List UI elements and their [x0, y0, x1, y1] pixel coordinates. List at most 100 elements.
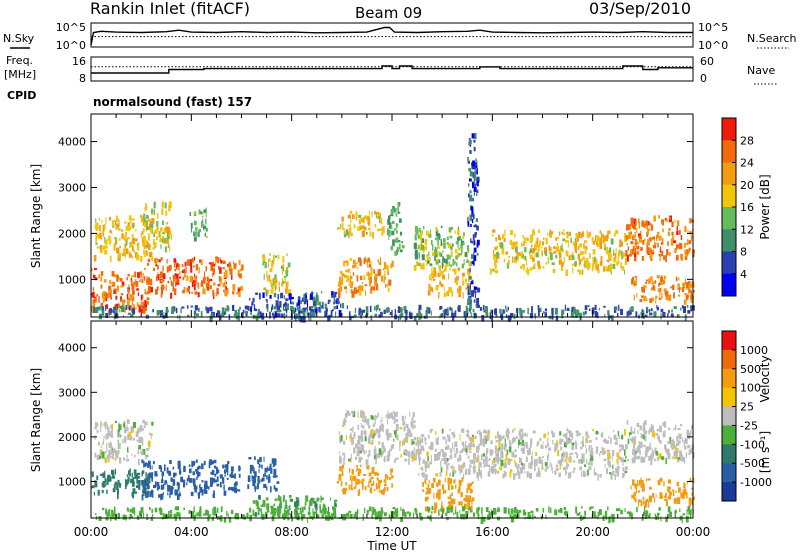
heatmap-cell [671, 445, 674, 451]
heatmap-cell [341, 216, 344, 222]
heatmap-cell [418, 512, 422, 517]
heatmap-cell [163, 228, 166, 234]
heatmap-cell [472, 197, 474, 202]
heatmap-cell [476, 455, 479, 463]
heatmap-cell [321, 513, 325, 518]
heatmap-cell [111, 510, 114, 516]
heatmap-cell [525, 456, 528, 463]
heatmap-cell [367, 215, 370, 220]
heatmap-cell [346, 260, 349, 266]
heatmap-cell [677, 283, 680, 287]
heatmap-cell [365, 459, 369, 466]
heatmap-cell [213, 491, 215, 494]
heatmap-cell [413, 315, 417, 321]
heatmap-cell [149, 219, 151, 223]
heatmap-cell [212, 273, 215, 276]
heatmap-cell [648, 237, 652, 242]
heatmap-cell [301, 308, 304, 312]
heatmap-cell [119, 237, 121, 241]
heatmap-cell [444, 308, 448, 312]
heatmap-cell [203, 486, 206, 494]
heatmap-cell [528, 513, 530, 517]
heatmap-cell [457, 458, 459, 462]
heatmap-cell [603, 305, 606, 308]
heatmap-cell [375, 415, 378, 419]
heatmap-cell [603, 458, 607, 461]
heatmap-cell [601, 234, 605, 238]
heatmap-cell [113, 288, 115, 291]
heatmap-cell [528, 251, 531, 255]
heatmap-cell [259, 292, 261, 300]
heatmap-cell [238, 314, 240, 322]
heatmap-cell [632, 245, 635, 248]
heatmap-cell [318, 306, 322, 313]
heatmap-cell [114, 506, 116, 513]
heatmap-cell [390, 245, 394, 251]
heatmap-cell [599, 453, 601, 457]
heatmap-cell [277, 505, 279, 509]
heatmap-cell [228, 263, 231, 267]
heatmap-cell [467, 290, 471, 296]
heatmap-cell [121, 229, 124, 232]
colorbar-tick-label: 24 [740, 157, 754, 170]
heatmap-cell [630, 485, 632, 490]
heatmap-cell [522, 450, 524, 454]
heatmap-cell [137, 458, 140, 466]
heatmap-cell [616, 472, 619, 477]
heatmap-cell [501, 443, 504, 450]
heatmap-cell [350, 484, 353, 491]
heatmap-cell [666, 500, 668, 507]
heatmap-cell [381, 231, 384, 236]
heatmap-cell [494, 445, 497, 451]
heatmap-cell [472, 443, 476, 448]
heatmap-cell [151, 209, 153, 213]
heatmap-cell [390, 263, 393, 269]
heatmap-cell [582, 456, 585, 463]
heatmap-cell [645, 279, 648, 282]
heatmap-cell [470, 206, 474, 211]
heatmap-cell [348, 412, 351, 416]
heatmap-cell [476, 297, 480, 305]
heatmap-cell [241, 264, 244, 271]
heatmap-cell [495, 455, 499, 463]
heatmap-cell [591, 445, 593, 453]
heatmap-cell [145, 291, 147, 295]
heatmap-cell [604, 463, 606, 468]
heatmap-cell [461, 477, 464, 482]
heatmap-cell [368, 450, 371, 457]
heatmap-cell [376, 283, 379, 290]
heatmap-cell [453, 466, 455, 471]
heatmap-cell [168, 470, 171, 476]
heatmap-cell [683, 306, 686, 313]
heatmap-cell [468, 183, 470, 187]
heatmap-cell [413, 424, 416, 429]
heatmap-cell [348, 484, 350, 491]
heatmap-cell [440, 461, 442, 467]
heatmap-cell [271, 285, 274, 292]
heatmap-cell [615, 437, 618, 442]
heatmap-cell [341, 469, 344, 476]
heatmap-cell [668, 494, 671, 500]
heatmap-cell [307, 511, 311, 516]
heatmap-cell [272, 475, 276, 478]
heatmap-cell [213, 459, 217, 464]
heatmap-cell [119, 457, 122, 464]
heatmap-cell [442, 309, 445, 314]
heatmap-cell [411, 426, 414, 430]
heatmap-cell [591, 266, 594, 272]
x-tick-label: 08:00 [274, 525, 309, 539]
heatmap-cell [124, 221, 127, 224]
heatmap-cell [145, 214, 149, 219]
heatmap-cell [257, 459, 260, 465]
heatmap-cell [361, 483, 364, 490]
heatmap-cell [261, 503, 264, 507]
heatmap-cell [117, 492, 119, 500]
heatmap-cell [474, 286, 478, 291]
heatmap-cell [274, 274, 277, 280]
heatmap-cell [129, 244, 133, 248]
heatmap-cell [420, 240, 422, 247]
heatmap-cell [438, 494, 441, 500]
heatmap-cell [115, 295, 118, 300]
heatmap-cell [473, 255, 477, 261]
heatmap-cell [294, 501, 298, 508]
